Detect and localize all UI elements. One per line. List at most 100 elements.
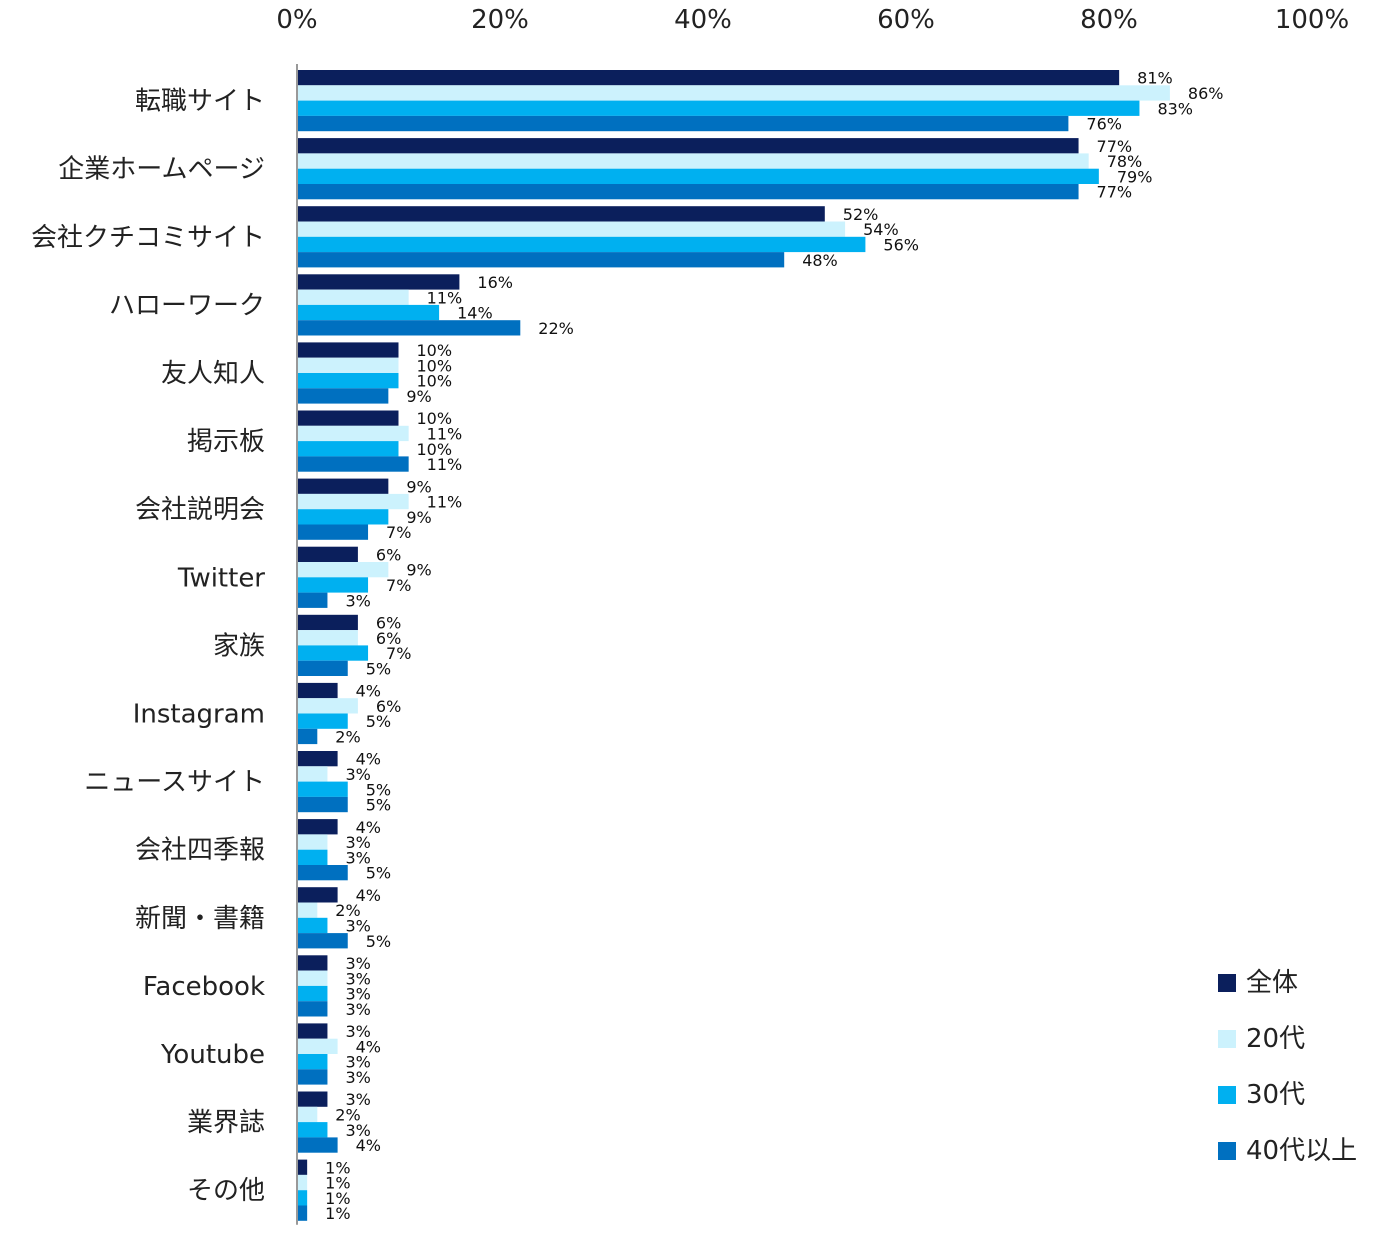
bar [297, 1106, 318, 1123]
data-label: 11% [427, 493, 463, 512]
legend-swatch [1218, 1142, 1236, 1160]
x-tick-label: 0% [276, 5, 317, 35]
data-label: 5% [366, 796, 391, 815]
data-label: 22% [538, 319, 574, 338]
bar [297, 221, 846, 237]
legend-label: 40代以上 [1246, 1136, 1357, 1166]
category-label: ニュースサイト [84, 768, 265, 798]
data-label: 9% [406, 477, 431, 496]
bar [297, 1205, 308, 1221]
bar [297, 85, 1170, 101]
category-label: 会社四季報 [135, 836, 265, 866]
bar [297, 917, 328, 934]
data-label: 3% [345, 1000, 370, 1019]
bar [297, 645, 369, 661]
bar [297, 614, 358, 631]
category-label: 業界誌 [187, 1108, 265, 1138]
data-label: 10% [417, 409, 453, 428]
x-tick-label: 80% [1080, 5, 1138, 35]
data-label: 4% [356, 1037, 381, 1056]
bar [297, 865, 348, 881]
data-label: 76% [1086, 115, 1122, 134]
legend: 全体 20代 30代 40代以上 [1218, 968, 1357, 1166]
bar [297, 1038, 338, 1054]
data-label: 4% [356, 750, 381, 769]
data-label: 10% [417, 372, 453, 391]
bar [297, 289, 409, 305]
data-label: 3% [345, 591, 370, 610]
category-label: 新聞・書籍 [135, 904, 265, 934]
bar [297, 168, 1099, 184]
data-label: 7% [386, 576, 411, 595]
data-label: 7% [386, 644, 411, 663]
data-label: 3% [345, 833, 370, 852]
legend-swatch [1218, 974, 1236, 992]
data-label: 56% [883, 235, 919, 254]
bar [297, 781, 348, 797]
bar [297, 1069, 328, 1085]
data-label: 5% [366, 864, 391, 883]
bar [297, 410, 399, 426]
bars [297, 70, 1170, 1221]
data-label: 11% [427, 288, 463, 307]
bar [297, 728, 318, 745]
category-label: 会社説明会 [135, 495, 265, 525]
bar [297, 320, 521, 336]
data-label: 3% [345, 954, 370, 973]
bar [297, 796, 348, 813]
data-label: 77% [1097, 183, 1133, 202]
data-label: 78% [1107, 152, 1143, 171]
legend-label: 20代 [1246, 1024, 1305, 1054]
bar [297, 236, 866, 253]
category-label: ハローワーク [109, 291, 265, 321]
bar [297, 1137, 338, 1153]
data-label: 9% [406, 387, 431, 406]
category-label: 掲示板 [187, 427, 265, 457]
data-label: 3% [345, 916, 370, 935]
bar [297, 115, 1069, 132]
category-label: 友人知人 [161, 359, 265, 389]
category-label: 家族 [213, 631, 265, 661]
bar [297, 766, 328, 782]
bar [297, 970, 328, 986]
bar [297, 546, 358, 562]
legend-label: 30代 [1246, 1080, 1305, 1110]
data-label: 9% [406, 561, 431, 580]
data-label: 3% [345, 1053, 370, 1072]
bar [297, 441, 399, 457]
data-label: 10% [417, 440, 453, 459]
data-label: 5% [366, 780, 391, 799]
bar [297, 887, 338, 903]
bar [297, 577, 369, 593]
bar [297, 373, 399, 389]
bar [297, 100, 1140, 116]
data-label: 5% [366, 659, 391, 678]
category-label: 会社クチコミサイト [31, 223, 265, 253]
data-label: 5% [366, 712, 391, 731]
bar [297, 819, 338, 835]
bar [297, 478, 389, 494]
data-label: 9% [406, 508, 431, 527]
data-label: 48% [802, 251, 838, 270]
bar [297, 834, 328, 850]
bar [297, 849, 328, 865]
data-label: 1% [325, 1189, 350, 1208]
bar [297, 274, 460, 290]
x-tick-label: 60% [877, 5, 935, 35]
data-label: 16% [477, 273, 513, 292]
bar [297, 509, 389, 525]
category-label: 転職サイト [135, 87, 265, 117]
bar [297, 342, 399, 358]
bar [297, 933, 348, 949]
data-label: 5% [366, 932, 391, 951]
data-label: 4% [356, 818, 381, 837]
bar [297, 902, 318, 918]
data-label: 81% [1137, 69, 1173, 88]
data-label: 6% [376, 697, 401, 716]
x-axis-ticks: 0% 20% 40% 60% 80% 100% [276, 5, 1349, 35]
data-label: 4% [356, 682, 381, 701]
data-label: 1% [325, 1158, 350, 1177]
data-label: 6% [376, 545, 401, 564]
data-label: 4% [356, 1136, 381, 1155]
